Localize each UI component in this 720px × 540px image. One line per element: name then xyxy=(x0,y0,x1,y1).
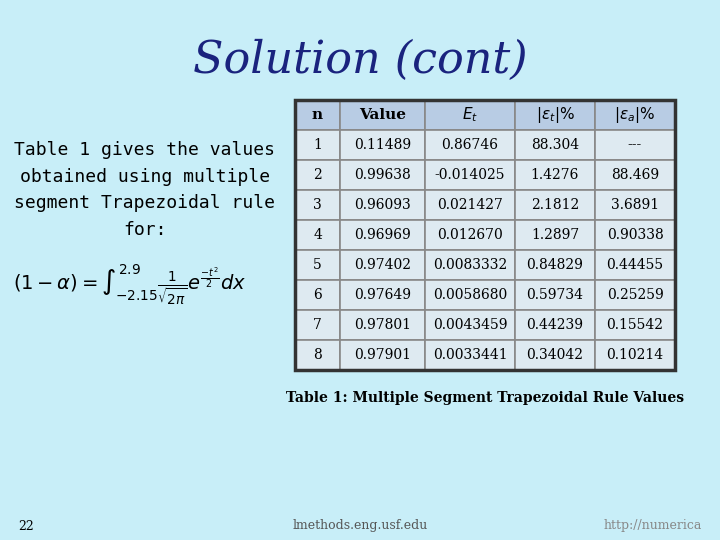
Bar xyxy=(425,280,515,310)
Text: 2: 2 xyxy=(313,168,322,182)
Bar xyxy=(595,280,675,310)
Bar xyxy=(295,130,340,160)
Text: 0.97649: 0.97649 xyxy=(354,288,411,302)
Text: Table 1: Multiple Segment Trapezoidal Rule Values: Table 1: Multiple Segment Trapezoidal Ru… xyxy=(286,391,684,405)
Text: 8: 8 xyxy=(313,348,322,362)
Text: 0.25259: 0.25259 xyxy=(607,288,663,302)
Bar xyxy=(515,310,595,340)
Text: 0.11489: 0.11489 xyxy=(354,138,411,152)
Bar xyxy=(295,160,340,190)
Bar xyxy=(515,190,595,220)
Text: n: n xyxy=(312,108,323,122)
Bar xyxy=(595,100,675,130)
Text: 3: 3 xyxy=(313,198,322,212)
Text: 0.021427: 0.021427 xyxy=(437,198,503,212)
Bar xyxy=(340,130,425,160)
Text: $E_t$: $E_t$ xyxy=(462,106,478,124)
Bar xyxy=(295,250,340,280)
Text: 1.2897: 1.2897 xyxy=(531,228,579,242)
Bar xyxy=(340,310,425,340)
Text: 0.0043459: 0.0043459 xyxy=(433,318,508,332)
Text: 0.0058680: 0.0058680 xyxy=(433,288,507,302)
Bar xyxy=(340,160,425,190)
Bar xyxy=(340,280,425,310)
Bar xyxy=(425,100,515,130)
Text: 22: 22 xyxy=(18,519,34,532)
Bar xyxy=(595,340,675,370)
Bar xyxy=(425,220,515,250)
Text: lmethods.eng.usf.edu: lmethods.eng.usf.edu xyxy=(292,519,428,532)
Text: $|\epsilon_t|\%$: $|\epsilon_t|\%$ xyxy=(536,105,575,125)
Text: 0.0033441: 0.0033441 xyxy=(433,348,508,362)
Bar xyxy=(295,340,340,370)
Bar xyxy=(295,100,675,370)
Text: 0.84829: 0.84829 xyxy=(526,258,583,272)
Bar xyxy=(425,310,515,340)
Bar xyxy=(340,220,425,250)
Text: 0.86746: 0.86746 xyxy=(441,138,498,152)
Bar xyxy=(595,310,675,340)
Bar xyxy=(340,100,425,130)
Bar xyxy=(595,190,675,220)
Text: 0.15542: 0.15542 xyxy=(606,318,664,332)
Text: Value: Value xyxy=(359,108,406,122)
Text: 7: 7 xyxy=(313,318,322,332)
Text: 0.97801: 0.97801 xyxy=(354,318,411,332)
Bar xyxy=(425,340,515,370)
Bar xyxy=(340,250,425,280)
Text: 88.469: 88.469 xyxy=(611,168,659,182)
Bar xyxy=(295,100,340,130)
Bar xyxy=(595,220,675,250)
Text: 6: 6 xyxy=(313,288,322,302)
Bar xyxy=(515,220,595,250)
Text: 0.44239: 0.44239 xyxy=(526,318,583,332)
Bar xyxy=(295,220,340,250)
Bar xyxy=(515,160,595,190)
Bar xyxy=(595,250,675,280)
Bar xyxy=(425,160,515,190)
Bar xyxy=(295,190,340,220)
Text: 0.90338: 0.90338 xyxy=(607,228,663,242)
Bar xyxy=(340,340,425,370)
Text: 5: 5 xyxy=(313,258,322,272)
Text: -0.014025: -0.014025 xyxy=(435,168,505,182)
Text: 0.97402: 0.97402 xyxy=(354,258,411,272)
Bar xyxy=(515,250,595,280)
Text: 0.012670: 0.012670 xyxy=(437,228,503,242)
Text: 1.4276: 1.4276 xyxy=(531,168,579,182)
Bar xyxy=(425,130,515,160)
Text: http://numerica: http://numerica xyxy=(603,519,702,532)
Bar xyxy=(425,250,515,280)
Text: 0.59734: 0.59734 xyxy=(526,288,583,302)
Bar xyxy=(595,160,675,190)
Text: 88.304: 88.304 xyxy=(531,138,579,152)
Text: 3.6891: 3.6891 xyxy=(611,198,659,212)
Bar xyxy=(295,280,340,310)
Text: 0.44455: 0.44455 xyxy=(606,258,664,272)
Bar xyxy=(595,130,675,160)
Text: 0.34042: 0.34042 xyxy=(526,348,583,362)
Text: 0.10214: 0.10214 xyxy=(606,348,664,362)
Bar xyxy=(515,130,595,160)
Text: 0.96969: 0.96969 xyxy=(354,228,411,242)
Text: 0.97901: 0.97901 xyxy=(354,348,411,362)
Bar xyxy=(515,340,595,370)
Text: 1: 1 xyxy=(313,138,322,152)
Text: 4: 4 xyxy=(313,228,322,242)
Bar xyxy=(425,190,515,220)
Text: Table 1 gives the values
obtained using multiple
segment Trapezoidal rule
for:: Table 1 gives the values obtained using … xyxy=(14,141,276,239)
Bar xyxy=(515,280,595,310)
Text: $(1-\alpha)= \int_{-2.15}^{2.9} \frac{1}{\sqrt{2\pi}} e^{\frac{-t^2}{2}} dx$: $(1-\alpha)= \int_{-2.15}^{2.9} \frac{1}… xyxy=(14,262,246,307)
Bar xyxy=(295,310,340,340)
Bar xyxy=(515,100,595,130)
Text: 0.99638: 0.99638 xyxy=(354,168,411,182)
Bar xyxy=(340,190,425,220)
Text: 0.96093: 0.96093 xyxy=(354,198,411,212)
Text: $|\epsilon_a|\%$: $|\epsilon_a|\%$ xyxy=(614,105,656,125)
Text: ---: --- xyxy=(628,138,642,152)
Text: 0.0083332: 0.0083332 xyxy=(433,258,507,272)
Text: Solution (cont): Solution (cont) xyxy=(193,38,527,82)
Text: 2.1812: 2.1812 xyxy=(531,198,579,212)
